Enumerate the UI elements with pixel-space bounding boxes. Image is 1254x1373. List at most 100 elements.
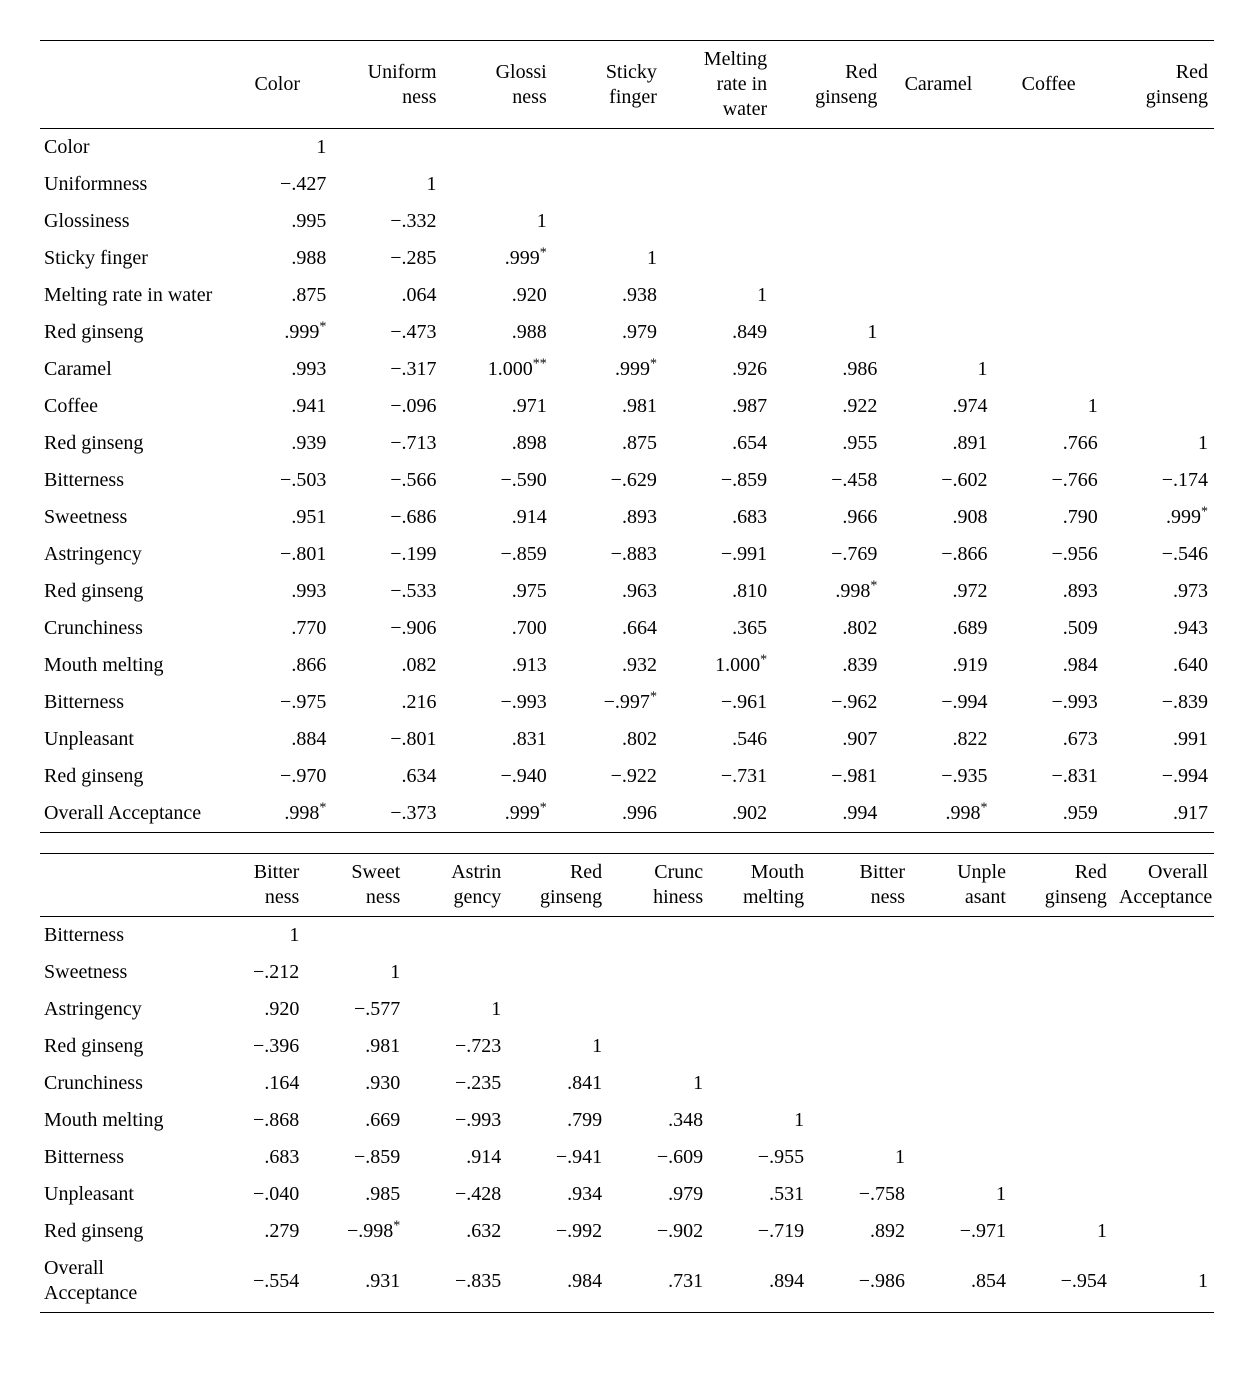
data-cell: −.199 xyxy=(332,536,442,573)
data-cell xyxy=(1012,1102,1113,1139)
row-label: Glossiness xyxy=(40,203,222,240)
data-cell: −.994 xyxy=(883,684,993,721)
data-cell xyxy=(1104,129,1214,167)
data-cell: .939 xyxy=(222,425,332,462)
data-cell xyxy=(773,166,883,203)
data-cell: −.577 xyxy=(305,991,406,1028)
data-cell: .700 xyxy=(443,610,553,647)
column-header: Bitterness xyxy=(810,854,911,917)
data-cell: −.975 xyxy=(222,684,332,721)
data-cell: −.955 xyxy=(709,1139,810,1176)
table-row: Crunchiness.770−.906.700.664.365.802.689… xyxy=(40,610,1214,647)
data-cell xyxy=(709,954,810,991)
data-cell: .064 xyxy=(332,277,442,314)
data-cell: .790 xyxy=(994,499,1104,536)
data-cell: .914 xyxy=(443,499,553,536)
data-cell: −.994 xyxy=(1104,758,1214,795)
data-cell xyxy=(507,954,608,991)
row-label: Bitterness xyxy=(40,684,222,721)
row-label: Sweetness xyxy=(40,499,222,536)
data-cell: .841 xyxy=(507,1065,608,1102)
data-cell: .943 xyxy=(1104,610,1214,647)
data-cell: .991 xyxy=(1104,721,1214,758)
data-cell xyxy=(773,203,883,240)
data-cell: −.801 xyxy=(222,536,332,573)
column-header: Glossiness xyxy=(443,41,553,129)
data-cell: −.758 xyxy=(810,1176,911,1213)
data-cell: .959 xyxy=(994,795,1104,833)
data-cell xyxy=(1104,277,1214,314)
data-cell: .999* xyxy=(443,240,553,277)
data-cell: .082 xyxy=(332,647,442,684)
data-cell: −.961 xyxy=(663,684,773,721)
data-cell xyxy=(911,1065,1012,1102)
data-cell xyxy=(1113,1102,1214,1139)
data-cell xyxy=(911,1102,1012,1139)
data-cell: .919 xyxy=(883,647,993,684)
data-cell xyxy=(1113,991,1214,1028)
table-row: Caramel.993−.3171.000**.999*.926.9861 xyxy=(40,351,1214,388)
data-cell xyxy=(1113,1028,1214,1065)
data-cell: .839 xyxy=(773,647,883,684)
data-cell: .893 xyxy=(994,573,1104,610)
row-label: Unpleasant xyxy=(40,1176,204,1213)
data-cell: −.723 xyxy=(406,1028,507,1065)
data-cell: −.731 xyxy=(663,758,773,795)
data-cell: −.831 xyxy=(994,758,1104,795)
table-1-head: ColorUniformnessGlossinessStickyfingerMe… xyxy=(40,41,1214,129)
data-cell: .971 xyxy=(443,388,553,425)
data-cell: .884 xyxy=(222,721,332,758)
row-label: Crunchiness xyxy=(40,1065,204,1102)
data-cell: −.285 xyxy=(332,240,442,277)
data-cell: .634 xyxy=(332,758,442,795)
data-cell xyxy=(507,917,608,955)
data-cell xyxy=(810,917,911,955)
data-cell: −.533 xyxy=(332,573,442,610)
data-cell: −.174 xyxy=(1104,462,1214,499)
data-cell: 1 xyxy=(709,1102,810,1139)
row-label: Red ginseng xyxy=(40,1028,204,1065)
data-cell: .866 xyxy=(222,647,332,684)
data-cell: −.801 xyxy=(332,721,442,758)
data-cell: −.866 xyxy=(883,536,993,573)
data-cell: −.458 xyxy=(773,462,883,499)
row-label: Sweetness xyxy=(40,954,204,991)
data-cell: .348 xyxy=(608,1102,709,1139)
data-cell: −.373 xyxy=(332,795,442,833)
data-cell: .999* xyxy=(553,351,663,388)
data-cell: .979 xyxy=(553,314,663,351)
data-cell xyxy=(810,1065,911,1102)
data-cell: .509 xyxy=(994,610,1104,647)
data-cell: .854 xyxy=(911,1250,1012,1313)
data-cell xyxy=(1113,954,1214,991)
data-cell: −.427 xyxy=(222,166,332,203)
data-cell: .632 xyxy=(406,1213,507,1250)
table-row: Red ginseng.999*−.473.988.979.8491 xyxy=(40,314,1214,351)
data-cell xyxy=(709,917,810,955)
data-cell: .831 xyxy=(443,721,553,758)
data-cell: .999* xyxy=(1104,499,1214,536)
data-cell: 1 xyxy=(332,166,442,203)
data-cell: .907 xyxy=(773,721,883,758)
data-cell xyxy=(709,991,810,1028)
data-cell: .810 xyxy=(663,573,773,610)
table-row: Overall Acceptance.998*−.373.999*.996.90… xyxy=(40,795,1214,833)
data-cell: .731 xyxy=(608,1250,709,1313)
data-cell: −.935 xyxy=(883,758,993,795)
row-label: Coffee xyxy=(40,388,222,425)
data-cell xyxy=(883,166,993,203)
data-cell xyxy=(773,129,883,167)
table-2-head: BitternessSweetnessAstringencyRedginseng… xyxy=(40,854,1214,917)
data-cell: .981 xyxy=(305,1028,406,1065)
data-cell xyxy=(1104,240,1214,277)
data-cell: −.993 xyxy=(406,1102,507,1139)
data-cell xyxy=(406,954,507,991)
row-label: Sticky finger xyxy=(40,240,222,277)
data-cell: .998* xyxy=(883,795,993,833)
data-cell: .770 xyxy=(222,610,332,647)
data-cell: .654 xyxy=(663,425,773,462)
column-header: Redginseng xyxy=(1104,41,1214,129)
data-cell xyxy=(994,314,1104,351)
data-cell: 1 xyxy=(1012,1213,1113,1250)
data-cell: −.922 xyxy=(553,758,663,795)
